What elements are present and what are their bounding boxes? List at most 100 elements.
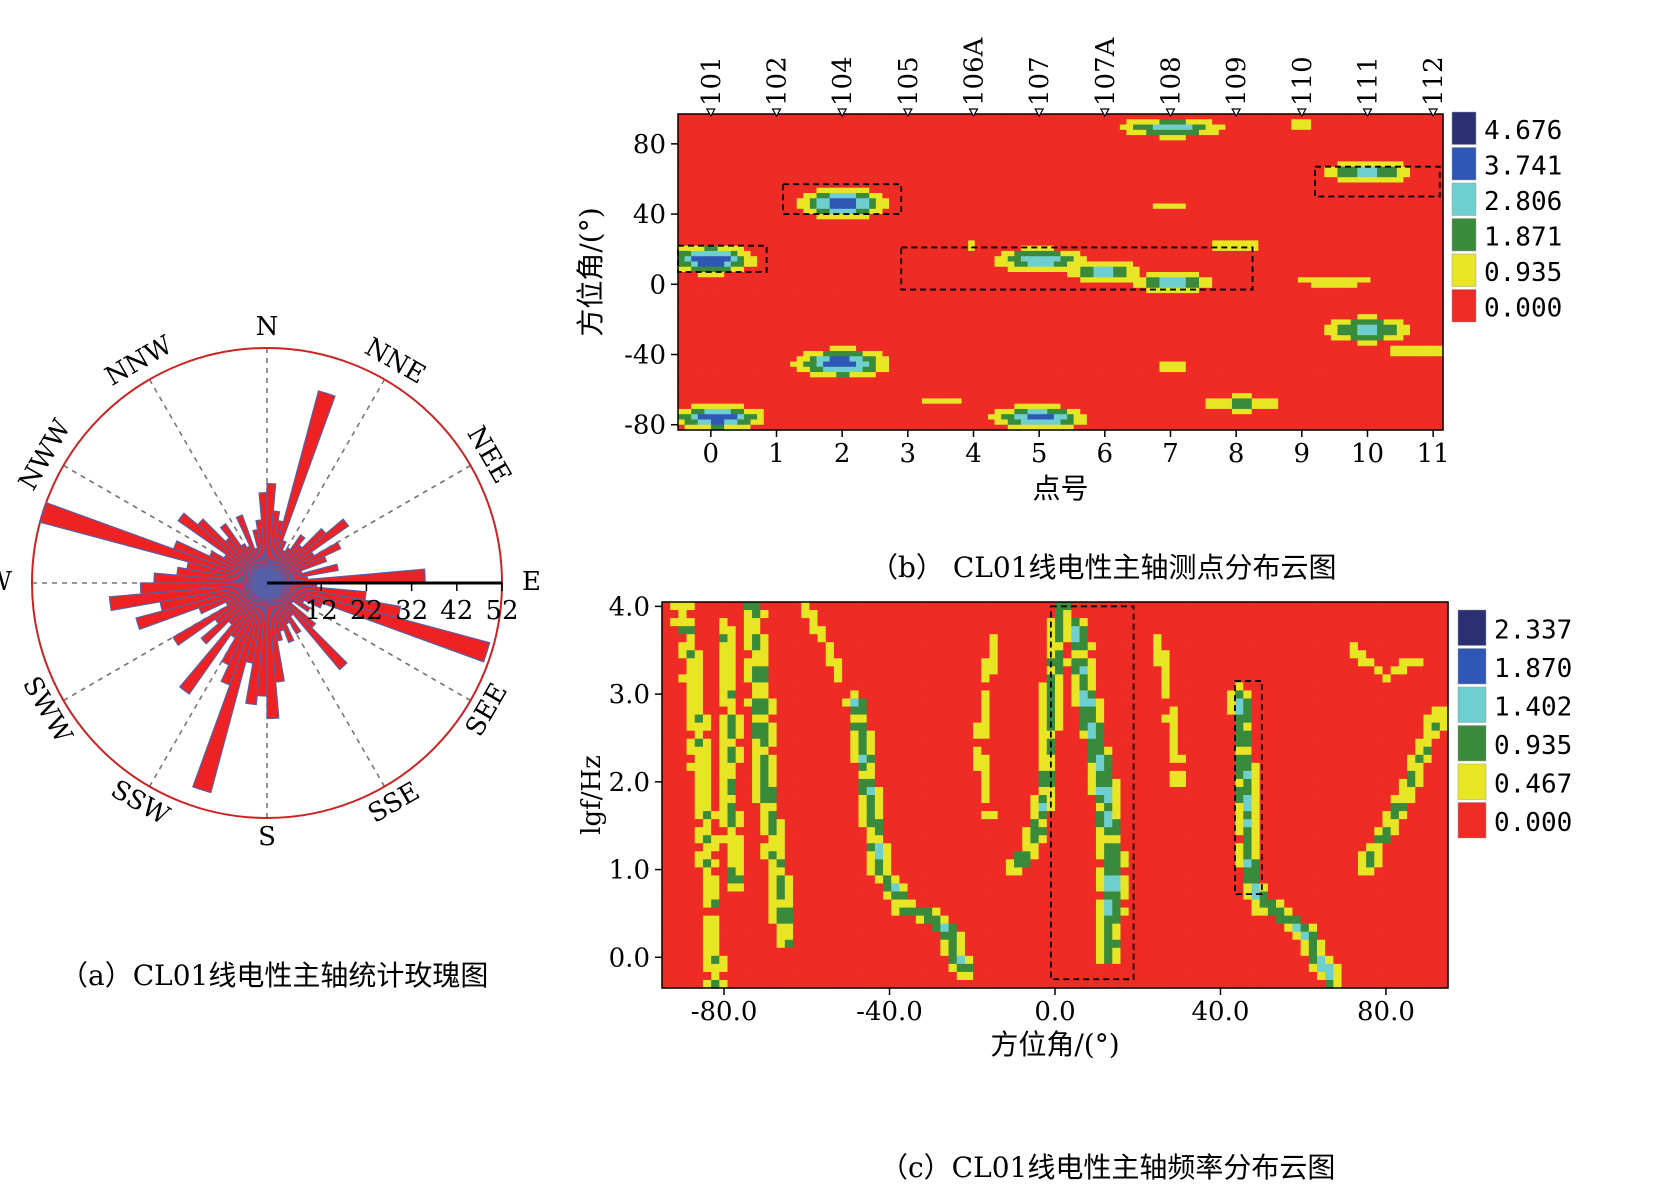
heatmap-cell [1073, 240, 1081, 247]
heatmap-cell [889, 377, 897, 384]
heatmap-cell [737, 298, 745, 305]
heatmap-cell [1205, 156, 1213, 162]
heatmap-cell [994, 208, 1002, 215]
heatmap-cell [757, 124, 765, 131]
heatmap-cell [770, 124, 778, 131]
heatmap-cell [710, 277, 719, 284]
heatmap-cell [1093, 150, 1101, 157]
heatmap-cell [809, 114, 818, 120]
heatmap-cell [935, 119, 943, 126]
heatmap-cell [882, 329, 890, 336]
heatmap-cell [941, 361, 949, 368]
heatmap-cell [750, 156, 758, 162]
heatmap-cell [948, 314, 956, 320]
heatmap-cell [717, 193, 725, 199]
heatmap-cell [1040, 382, 1048, 389]
heatmap-cell [1067, 424, 1075, 431]
heatmap-cell [684, 351, 692, 357]
heatmap-cell [915, 187, 923, 194]
heatmap-cell [948, 345, 956, 352]
heatmap-cell [684, 124, 692, 131]
heatmap-cell [1027, 335, 1035, 342]
heatmap-cell [1119, 124, 1128, 131]
heatmap-cell [724, 250, 732, 257]
heatmap-cell [1106, 193, 1114, 199]
heatmap-cell [829, 314, 837, 320]
heatmap-cell [1047, 266, 1055, 273]
heatmap-cell [717, 266, 725, 273]
heatmap-cell [737, 266, 745, 273]
heatmap-cell [1185, 361, 1193, 368]
heatmap-cell [1100, 135, 1108, 141]
heatmap-cell [1014, 387, 1022, 394]
heatmap-cell [882, 335, 890, 342]
heatmap-cell [889, 161, 897, 168]
heatmap-cell [882, 171, 890, 178]
heatmap-cell [757, 324, 765, 331]
heatmap-cell [941, 419, 949, 426]
heatmap-cell [987, 193, 996, 199]
heatmap-cell [790, 356, 798, 363]
heatmap-cell [737, 119, 745, 126]
rose-direction-label: E [522, 567, 541, 597]
heatmap-cell [1192, 250, 1200, 257]
heatmap-cell [1086, 382, 1095, 389]
heatmap-cell [974, 398, 982, 405]
heatmap-cell [704, 203, 712, 210]
heatmap-cell [928, 119, 936, 126]
heatmap-cell [1073, 387, 1081, 394]
heatmap-cell [724, 308, 732, 315]
heatmap-cell [790, 156, 798, 162]
heatmap-cell [928, 335, 936, 342]
heatmap-cell [1080, 224, 1088, 231]
heatmap-cell [717, 256, 725, 263]
heatmap-cell [1020, 277, 1029, 284]
heatmap-cell [987, 398, 996, 405]
heatmap-cell [842, 203, 851, 210]
heatmap-cell [757, 203, 765, 210]
heatmap-cell [763, 214, 771, 220]
heatmap-cell [875, 208, 884, 215]
heatmap-cell [875, 314, 884, 320]
heatmap-cell [1047, 324, 1055, 331]
heatmap-cell [684, 214, 692, 220]
heatmap-cell [1205, 335, 1213, 342]
heatmap-cell [862, 214, 870, 220]
heatmap-cell [968, 419, 976, 426]
heatmap-cell [724, 266, 732, 273]
heatmap-cell [710, 203, 719, 210]
heatmap-cell [1205, 161, 1213, 168]
heatmap-cell [697, 145, 705, 152]
heatmap-cell [974, 351, 982, 357]
heatmap-cell [783, 393, 791, 399]
heatmap-cell [1073, 182, 1081, 189]
heatmap-cell [1179, 387, 1187, 394]
heatmap-cell [1067, 298, 1075, 305]
heatmap-cell [1001, 156, 1009, 162]
heatmap-cell [856, 198, 864, 205]
heatmap-cell [710, 287, 719, 294]
heatmap-cell [882, 356, 890, 363]
heatmap-cell [783, 329, 791, 336]
heatmap-cell [724, 408, 732, 415]
heatmap-cell [816, 329, 824, 336]
heatmap-cell [849, 393, 857, 399]
heatmap-cell [994, 129, 1002, 136]
heatmap-cell [1172, 345, 1180, 352]
heatmap-cell [1152, 150, 1161, 157]
heatmap-cell [836, 308, 844, 315]
heatmap-cell [1139, 193, 1147, 199]
heatmap-cell [842, 182, 851, 189]
heatmap-cell [1166, 287, 1174, 294]
heatmap-cell [750, 398, 758, 405]
heatmap-cell [1179, 182, 1187, 189]
heatmap-cell [968, 329, 976, 336]
heatmap-cell [1020, 161, 1029, 168]
heatmap-cell [1040, 119, 1048, 126]
heatmap-cell [1146, 282, 1154, 289]
heatmap-cell [1080, 171, 1088, 178]
heatmap-cell [796, 308, 804, 315]
heatmap-cell [1040, 372, 1048, 378]
heatmap-cell [981, 156, 989, 162]
